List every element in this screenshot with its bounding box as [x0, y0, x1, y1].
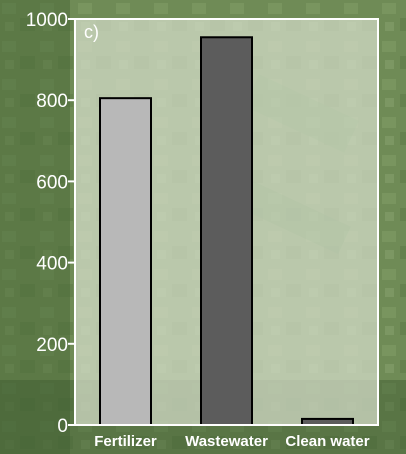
bar-fertilizer [99, 97, 152, 426]
plot-frame [74, 18, 379, 426]
y-tick-label: 400 [36, 254, 68, 275]
y-tick-label: 800 [36, 91, 68, 112]
bar-wastewater [200, 36, 253, 427]
y-tick-label: 200 [36, 335, 68, 356]
x-category-label: Clean water [285, 433, 369, 450]
y-tick-label: 0 [57, 416, 68, 437]
x-category-label: Fertilizer [94, 433, 157, 450]
panel-label: c) [84, 22, 99, 42]
y-tick-label: 600 [36, 172, 68, 193]
y-axis: 0 200 400 600 800 1000 [26, 10, 75, 437]
y-tick-label: 1000 [26, 10, 68, 31]
x-category-label: Wastewater [185, 433, 268, 450]
x-axis: Fertilizer Wastewater Clean water [94, 433, 370, 450]
